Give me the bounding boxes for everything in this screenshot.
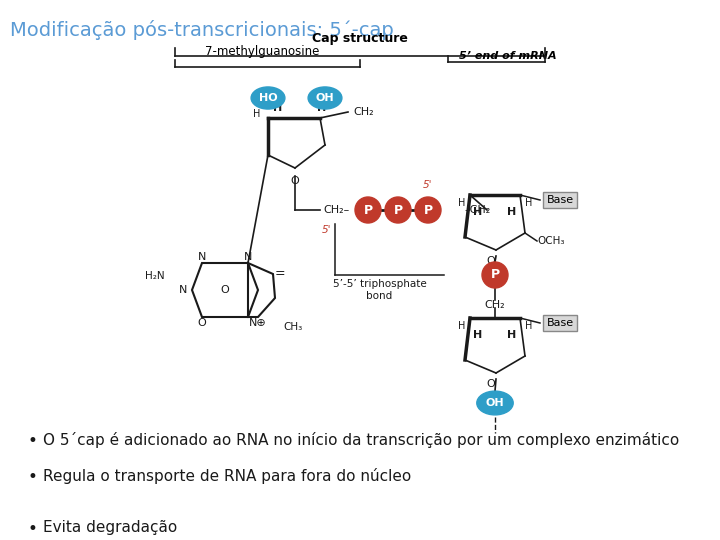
Text: •: • [28,468,38,486]
Ellipse shape [251,87,285,109]
Text: H: H [525,198,532,208]
Text: 5': 5' [323,225,332,235]
Text: O 5´cap é adicionado ao RNA no início da transcrição por um complexo enzimático: O 5´cap é adicionado ao RNA no início da… [43,432,679,448]
Text: –CH₂: –CH₂ [464,205,490,215]
Text: P: P [423,204,433,217]
Text: Modificação pós-transcricionais: 5´-cap: Modificação pós-transcricionais: 5´-cap [10,20,394,40]
Text: CH₂: CH₂ [485,300,505,310]
Text: OH: OH [315,93,334,103]
Text: 5': 5' [423,180,433,190]
Text: 7-methylguanosine: 7-methylguanosine [205,45,320,58]
Text: P: P [490,268,500,281]
Text: H: H [508,207,517,217]
Text: O: O [220,285,230,295]
Text: HO: HO [258,93,277,103]
Text: H: H [318,103,327,113]
Text: O: O [197,318,207,328]
Text: Cap structure: Cap structure [312,32,408,45]
Text: H: H [473,330,482,340]
Text: CH₂–: CH₂– [324,205,350,215]
Text: Base: Base [546,195,574,205]
Text: Base: Base [546,318,574,328]
Text: 5’-5’ triphosphate
bond: 5’-5’ triphosphate bond [333,279,426,301]
Text: H: H [253,109,260,119]
Text: H: H [458,198,465,208]
Circle shape [415,197,441,223]
Text: O: O [487,256,495,266]
Text: H₂N: H₂N [145,271,165,281]
Circle shape [482,262,508,288]
Text: H: H [508,330,517,340]
Ellipse shape [308,87,342,109]
Text: Evita degradação: Evita degradação [43,520,177,535]
Text: P: P [364,204,372,217]
Circle shape [385,197,411,223]
Text: CH₂: CH₂ [353,107,374,117]
Text: N: N [198,252,206,262]
Text: H: H [274,103,283,113]
Text: O: O [487,379,495,389]
Text: P: P [393,204,402,217]
Text: H: H [458,321,465,331]
Text: •: • [28,520,38,538]
Text: OCH₃: OCH₃ [537,236,564,246]
Text: N: N [244,252,252,262]
Circle shape [355,197,381,223]
Text: =: = [275,267,286,280]
Text: N⊕: N⊕ [249,318,267,328]
Text: Regula o transporte de RNA para fora do núcleo: Regula o transporte de RNA para fora do … [43,468,411,484]
Text: O: O [291,176,300,186]
Text: •: • [28,432,38,450]
Text: N: N [179,285,187,295]
Ellipse shape [477,391,513,415]
Text: H: H [525,321,532,331]
Text: H: H [473,207,482,217]
Text: OH: OH [486,398,504,408]
Text: CH₃: CH₃ [283,322,302,332]
Text: 5’ end of mRNA: 5’ end of mRNA [459,51,557,61]
